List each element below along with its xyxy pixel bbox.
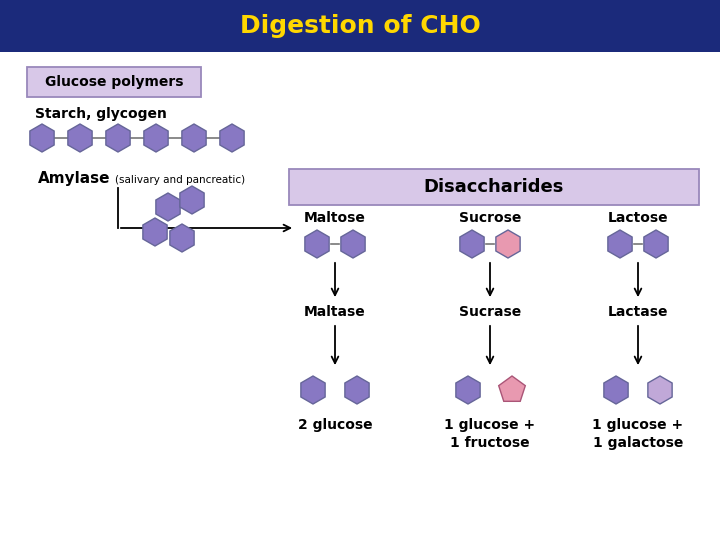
Polygon shape bbox=[301, 376, 325, 404]
Polygon shape bbox=[648, 376, 672, 404]
Text: Amylase: Amylase bbox=[38, 171, 110, 186]
Text: 2 glucose: 2 glucose bbox=[297, 418, 372, 432]
Text: Sucrose: Sucrose bbox=[459, 211, 521, 225]
FancyBboxPatch shape bbox=[27, 67, 201, 97]
Polygon shape bbox=[106, 124, 130, 152]
Polygon shape bbox=[496, 230, 520, 258]
Polygon shape bbox=[345, 376, 369, 404]
Polygon shape bbox=[604, 376, 628, 404]
Polygon shape bbox=[499, 376, 526, 401]
Polygon shape bbox=[182, 124, 206, 152]
Text: (salivary and pancreatic): (salivary and pancreatic) bbox=[115, 175, 245, 185]
Polygon shape bbox=[341, 230, 365, 258]
Polygon shape bbox=[30, 124, 54, 152]
FancyBboxPatch shape bbox=[289, 169, 699, 205]
Text: 1 glucose +
1 galactose: 1 glucose + 1 galactose bbox=[593, 418, 683, 450]
Polygon shape bbox=[460, 230, 484, 258]
Text: Digestion of CHO: Digestion of CHO bbox=[240, 14, 480, 38]
Text: 1 glucose +
1 fructose: 1 glucose + 1 fructose bbox=[444, 418, 536, 450]
Polygon shape bbox=[220, 124, 244, 152]
Polygon shape bbox=[144, 124, 168, 152]
Polygon shape bbox=[156, 193, 180, 221]
Polygon shape bbox=[608, 230, 632, 258]
Text: Disaccharides: Disaccharides bbox=[424, 178, 564, 196]
Polygon shape bbox=[68, 124, 92, 152]
Polygon shape bbox=[143, 218, 167, 246]
Polygon shape bbox=[644, 230, 668, 258]
Text: Lactose: Lactose bbox=[608, 211, 668, 225]
Polygon shape bbox=[170, 224, 194, 252]
Text: Maltase: Maltase bbox=[304, 305, 366, 319]
Text: Lactase: Lactase bbox=[608, 305, 668, 319]
Polygon shape bbox=[456, 376, 480, 404]
Polygon shape bbox=[180, 186, 204, 214]
Text: Maltose: Maltose bbox=[304, 211, 366, 225]
Text: Starch, glycogen: Starch, glycogen bbox=[35, 107, 167, 121]
Text: Sucrase: Sucrase bbox=[459, 305, 521, 319]
Polygon shape bbox=[305, 230, 329, 258]
FancyBboxPatch shape bbox=[0, 0, 720, 52]
Text: Glucose polymers: Glucose polymers bbox=[45, 75, 184, 89]
